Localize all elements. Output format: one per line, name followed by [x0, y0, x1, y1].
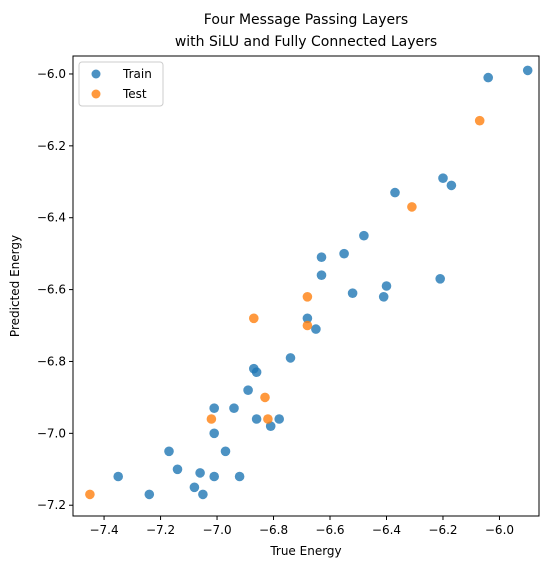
train-point-21	[251, 414, 262, 424]
train-point-10	[381, 281, 392, 291]
legend-label-train: Train	[122, 67, 152, 81]
train-point-32	[189, 482, 200, 493]
train-point-3	[446, 180, 457, 191]
train-point-34	[198, 489, 208, 500]
train-point-23	[265, 421, 276, 432]
y-tick-label: −6.2	[37, 139, 66, 153]
test-point-4	[249, 313, 259, 324]
train-point-20	[209, 403, 219, 414]
train-point-28	[195, 468, 205, 478]
legend-label-test: Test	[122, 87, 147, 101]
train-point-18	[243, 385, 253, 396]
train-point-29	[113, 471, 123, 482]
train-point-30	[209, 471, 219, 482]
y-tick-label: −7.2	[37, 498, 66, 512]
chart-title-line-1: Four Message Passing Layers	[204, 12, 408, 28]
train-point-26	[220, 446, 231, 457]
y-tick-label: −6.0	[37, 67, 66, 81]
train-point-25	[164, 446, 174, 457]
x-tick-label: −6.2	[428, 523, 457, 537]
x-tick-label: −7.2	[146, 523, 175, 537]
train-point-2	[438, 173, 448, 183]
train-point-12	[378, 292, 389, 302]
train-point-1	[483, 72, 494, 83]
train-point-13	[302, 313, 313, 324]
train-point-11	[347, 288, 358, 299]
x-tick-label: −6.6	[315, 523, 344, 537]
legend-marker-train	[91, 69, 101, 79]
train-point-19	[229, 403, 239, 414]
x-tick-label: −7.0	[202, 523, 231, 537]
x-axis-ticks: −7.4 −7.2 −7.0 −6.8 −6.6 −6.4 −6.2 −6.0	[89, 516, 514, 537]
test-point-8	[85, 489, 95, 500]
train-point-27	[172, 464, 183, 475]
x-tick-label: −6.0	[485, 523, 514, 537]
train-point-6	[316, 252, 327, 262]
y-axis-ticks: −7.2 −7.0 −6.8 −6.6 −6.4 −6.2 −6.0	[37, 67, 73, 512]
train-point-17	[251, 367, 262, 378]
y-tick-label: −6.4	[37, 211, 66, 225]
y-axis-label: Predicted Energy	[8, 235, 22, 337]
plot-area-frame	[72, 55, 540, 517]
test-point-2	[302, 292, 313, 302]
points-layer	[85, 65, 533, 500]
x-tick-label: −6.4	[372, 523, 401, 537]
train-point-31	[234, 471, 245, 482]
train-point-14	[311, 324, 321, 334]
test-point-7	[263, 414, 273, 424]
x-tick-label: −7.4	[89, 523, 118, 537]
chart-title-line-2: with SiLU and Fully Connected Layers	[175, 34, 437, 50]
test-point-5	[260, 392, 270, 403]
y-tick-label: −6.8	[37, 354, 66, 368]
test-point-1	[407, 202, 417, 212]
train-point-5	[359, 230, 369, 241]
test-point-6	[206, 414, 217, 424]
x-tick-label: −6.8	[259, 523, 288, 537]
legend-marker-test	[91, 89, 101, 99]
train-point-7	[339, 248, 349, 259]
train-point-8	[316, 270, 327, 281]
train-point-24	[209, 428, 219, 439]
train-point-33	[144, 489, 155, 500]
train-point-9	[435, 274, 446, 284]
x-axis-label: True Energy	[269, 544, 341, 558]
legend: Train Test	[78, 61, 164, 107]
test-point-3	[302, 320, 313, 331]
train-point-22	[274, 414, 285, 424]
y-tick-label: −7.0	[37, 426, 66, 440]
train-point-4	[390, 187, 400, 198]
test-point-0	[474, 115, 485, 126]
train-point-0	[522, 65, 533, 76]
train-point-15	[285, 353, 296, 363]
y-tick-label: −6.6	[37, 283, 66, 297]
